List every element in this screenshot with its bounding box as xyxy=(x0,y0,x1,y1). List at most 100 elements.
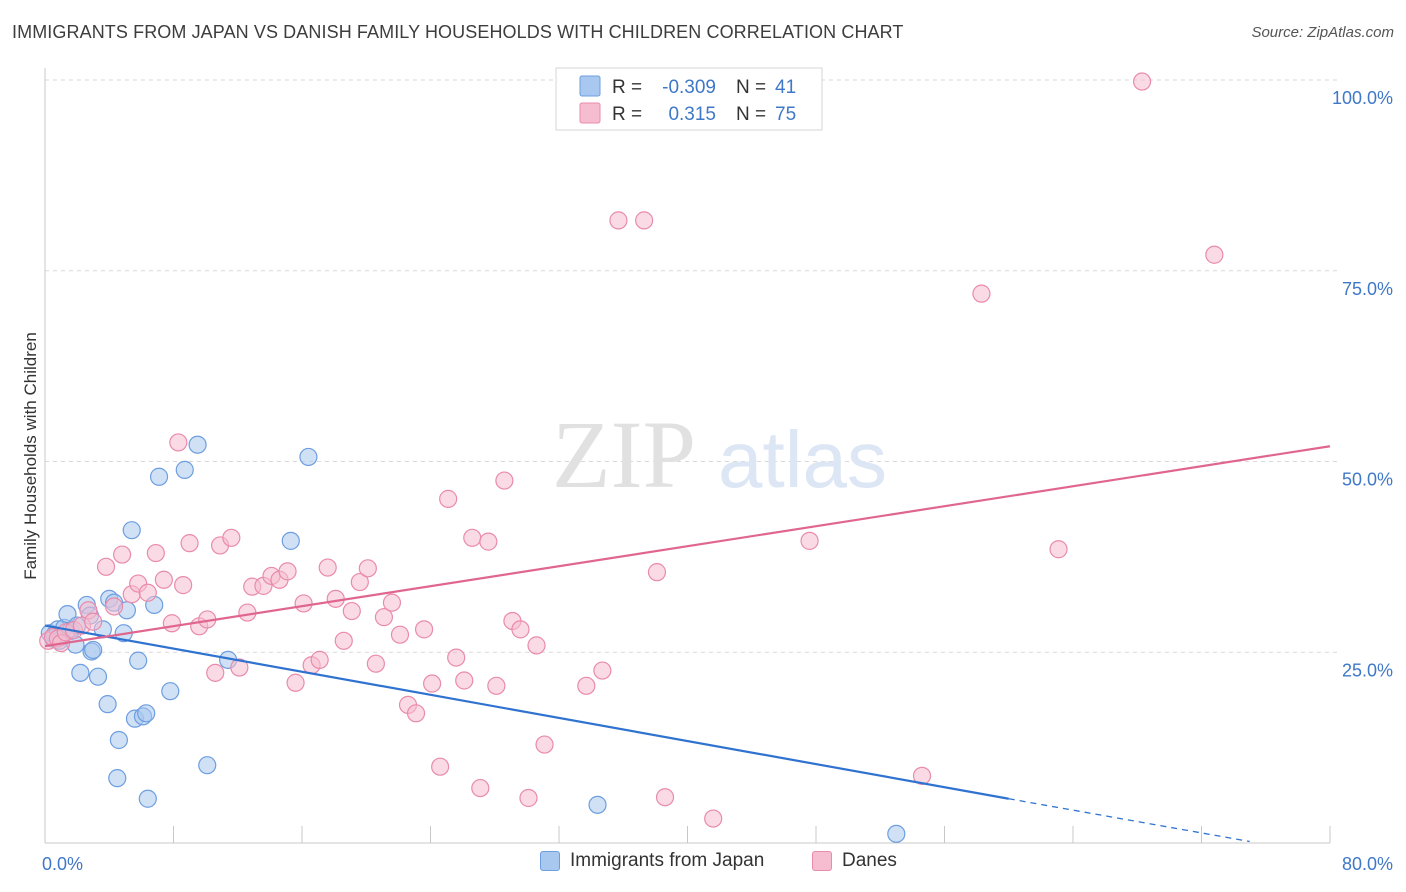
point-danes xyxy=(180,534,199,553)
point-danes xyxy=(238,603,257,622)
legend-label-immigrants-from-japan: Immigrants from Japan xyxy=(570,850,765,871)
point-danes xyxy=(527,636,546,655)
legend-item-immigrants-from-japan: Immigrants from Japan xyxy=(540,850,764,872)
point-danes xyxy=(479,532,498,551)
chart-title: IMMIGRANTS FROM JAPAN VS DANISH FAMILY H… xyxy=(12,22,904,42)
stats-legend-blue-swatch xyxy=(579,75,601,97)
point-danes xyxy=(104,597,124,616)
point-danes xyxy=(174,576,193,595)
legend-swatch-blue xyxy=(540,851,560,871)
point-danes xyxy=(294,594,313,613)
point-immigrants-from-japan xyxy=(71,663,90,682)
point-danes xyxy=(495,471,514,490)
point-danes xyxy=(431,757,450,776)
point-immigrants-from-japan xyxy=(84,640,103,660)
stats-legend-pink-swatch xyxy=(579,102,601,124)
point-danes xyxy=(146,543,165,563)
stats-n-label-2: N = xyxy=(736,104,766,125)
point-danes xyxy=(519,788,538,808)
point-danes xyxy=(138,583,157,602)
watermark-zip: ZIP xyxy=(552,401,696,508)
stats-legend: R = -0.309 N = 41 R = 0.315 N = 75 xyxy=(555,67,823,131)
point-danes xyxy=(374,608,394,627)
point-immigrants-from-japan xyxy=(188,435,207,454)
trend-lines xyxy=(44,445,1331,843)
point-danes xyxy=(406,704,426,723)
point-danes xyxy=(1049,540,1068,559)
point-immigrants-from-japan xyxy=(588,795,607,814)
point-danes xyxy=(423,674,442,693)
point-danes xyxy=(972,284,991,303)
point-danes xyxy=(414,620,434,639)
point-immigrants-from-japan xyxy=(161,682,180,701)
trend-line-danes xyxy=(44,445,1331,648)
point-immigrants-from-japan xyxy=(137,704,156,723)
trend-line-immigrants-from-japan-extension xyxy=(1008,798,1250,843)
point-immigrants-from-japan xyxy=(98,695,117,714)
point-immigrants-from-japan xyxy=(299,447,318,467)
point-danes xyxy=(447,648,466,667)
point-danes xyxy=(487,676,506,695)
point-danes xyxy=(800,531,819,550)
point-danes xyxy=(535,735,554,754)
point-immigrants-from-japan xyxy=(175,460,194,479)
point-danes xyxy=(577,676,596,695)
point-danes xyxy=(463,528,482,547)
point-immigrants-from-japan xyxy=(88,667,108,686)
point-danes xyxy=(342,601,361,621)
data-points xyxy=(39,72,1224,843)
point-danes xyxy=(334,631,353,650)
point-danes xyxy=(455,671,474,690)
stats-n-value-1: 41 xyxy=(775,77,796,98)
point-danes xyxy=(704,809,723,828)
point-danes xyxy=(635,211,654,230)
chart-source: Source: ZipAtlas.com xyxy=(1251,24,1394,41)
point-danes xyxy=(278,562,297,581)
stats-r-label-1: R = xyxy=(612,77,642,98)
point-danes xyxy=(96,557,116,576)
point-danes xyxy=(326,589,345,608)
point-immigrants-from-japan xyxy=(108,769,127,788)
point-danes xyxy=(358,559,377,578)
point-danes xyxy=(1205,245,1224,264)
legend-swatch-pink xyxy=(812,851,832,871)
point-danes xyxy=(382,593,402,612)
point-danes xyxy=(162,614,181,633)
point-danes xyxy=(366,654,385,673)
y-tick-label: 75.0% xyxy=(1342,279,1393,299)
point-danes xyxy=(655,788,675,807)
point-danes xyxy=(912,766,932,785)
point-danes xyxy=(1132,72,1152,91)
point-danes xyxy=(230,658,249,677)
stats-r-label-2: R = xyxy=(612,104,642,125)
point-immigrants-from-japan xyxy=(887,824,906,843)
x-tick-label-min: 0.0% xyxy=(42,854,83,874)
point-immigrants-from-japan xyxy=(122,521,141,540)
trend-line-immigrants-from-japan xyxy=(44,624,1009,800)
stats-n-value-2: 75 xyxy=(775,104,796,125)
point-danes xyxy=(609,211,628,230)
point-danes xyxy=(84,612,103,631)
point-danes xyxy=(206,663,225,682)
point-immigrants-from-japan xyxy=(149,467,169,486)
legend-item-danes: Danes xyxy=(812,850,897,872)
point-danes xyxy=(439,489,458,508)
point-immigrants-from-japan xyxy=(109,730,128,750)
point-danes xyxy=(593,661,612,680)
y-tick-label: 100.0% xyxy=(1332,88,1393,108)
point-immigrants-from-japan xyxy=(129,651,148,670)
point-danes xyxy=(310,650,329,669)
stats-n-label-1: N = xyxy=(736,77,766,98)
x-tick-label-max: 80.0% xyxy=(1342,854,1393,874)
point-immigrants-from-japan xyxy=(138,789,157,808)
point-immigrants-from-japan xyxy=(198,756,217,775)
point-danes xyxy=(154,570,173,589)
point-danes xyxy=(350,572,369,592)
grid-lines xyxy=(45,79,1340,653)
point-danes xyxy=(390,625,410,644)
point-danes xyxy=(112,545,132,564)
point-danes xyxy=(286,673,305,692)
y-tick-label: 50.0% xyxy=(1342,470,1393,490)
point-danes xyxy=(318,558,337,577)
